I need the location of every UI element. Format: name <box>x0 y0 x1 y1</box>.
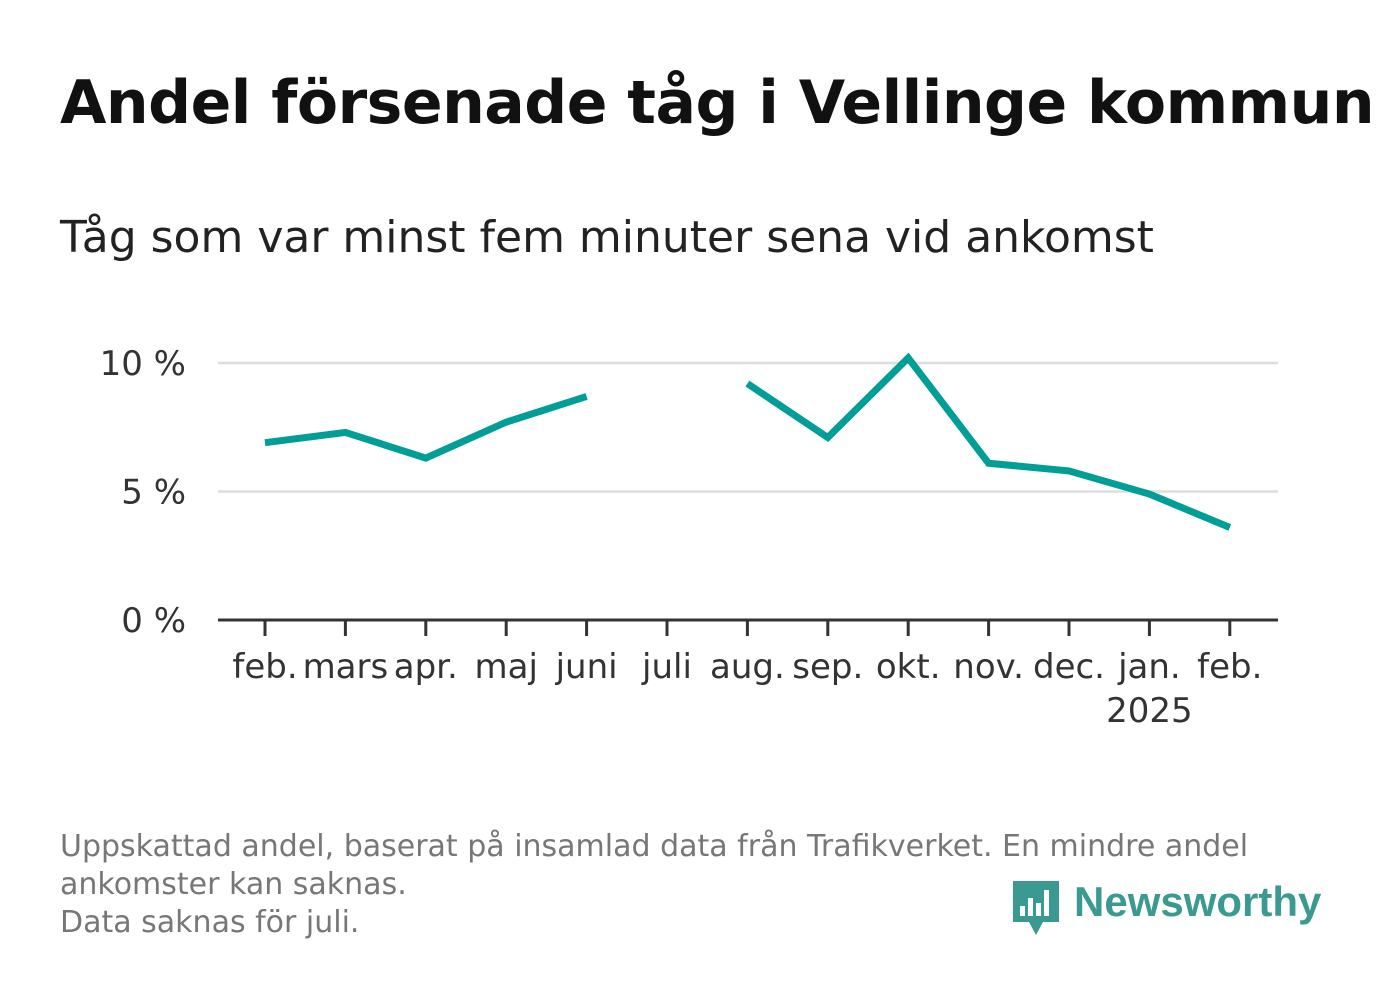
y-tick-label: 5 % <box>121 473 186 513</box>
y-axis-ticks: 0 % 5 % 10 % <box>100 344 186 641</box>
footnote-line-2: ankomster kan saknas. <box>60 867 407 902</box>
x-tick-label: feb. <box>232 647 297 687</box>
x-tick-label: feb. <box>1197 647 1262 687</box>
x-tick-label: apr. <box>394 647 458 687</box>
x-tick-label: nov. <box>953 647 1024 687</box>
x-tick-label: maj <box>474 647 537 687</box>
x-tick-label: dec. <box>1033 647 1105 687</box>
chart-title: Andel försenade tåg i Vellinge kommun <box>60 68 1375 138</box>
x-tick-label: sep. <box>792 647 863 687</box>
brand-name: Newsworthy <box>1074 878 1322 925</box>
x-tick-label: jan. <box>1117 647 1181 687</box>
x-axis-ticks: feb. mars apr. maj juni juli aug. sep. okt. nov. d… <box>232 620 1262 731</box>
x-tick-label: juni <box>555 647 618 687</box>
x-year-label: 2025 <box>1106 691 1193 731</box>
footnote: Uppskattad andel, baserat på insamlad da… <box>60 828 1320 942</box>
series-line-segment <box>264 393 588 462</box>
x-tick-label: juli <box>641 647 692 687</box>
chart-subtitle: Tåg som var minst fem minuter sena vid a… <box>60 212 1154 263</box>
bar-chart-speech-bubble-icon <box>1013 881 1059 935</box>
series-lines <box>264 352 1232 531</box>
y-tick-label: 0 % <box>121 601 186 641</box>
x-tick-label: okt. <box>876 647 941 687</box>
footnote-line-1: Uppskattad andel, baserat på insamlad da… <box>60 829 1249 864</box>
series-line-segment <box>745 352 1232 531</box>
line-chart: 0 %5 %10 % feb. mars apr. maj juni juli aug. se… <box>100 344 1278 731</box>
grid-lines <box>218 361 1278 493</box>
brand-logo: Newsworthy <box>1010 878 1321 940</box>
footnote-line-3: Data saknas för juli. <box>60 905 360 940</box>
x-tick-label: aug. <box>710 647 785 687</box>
x-tick-label: mars <box>303 647 389 687</box>
y-tick-label: 10 % <box>100 344 186 384</box>
